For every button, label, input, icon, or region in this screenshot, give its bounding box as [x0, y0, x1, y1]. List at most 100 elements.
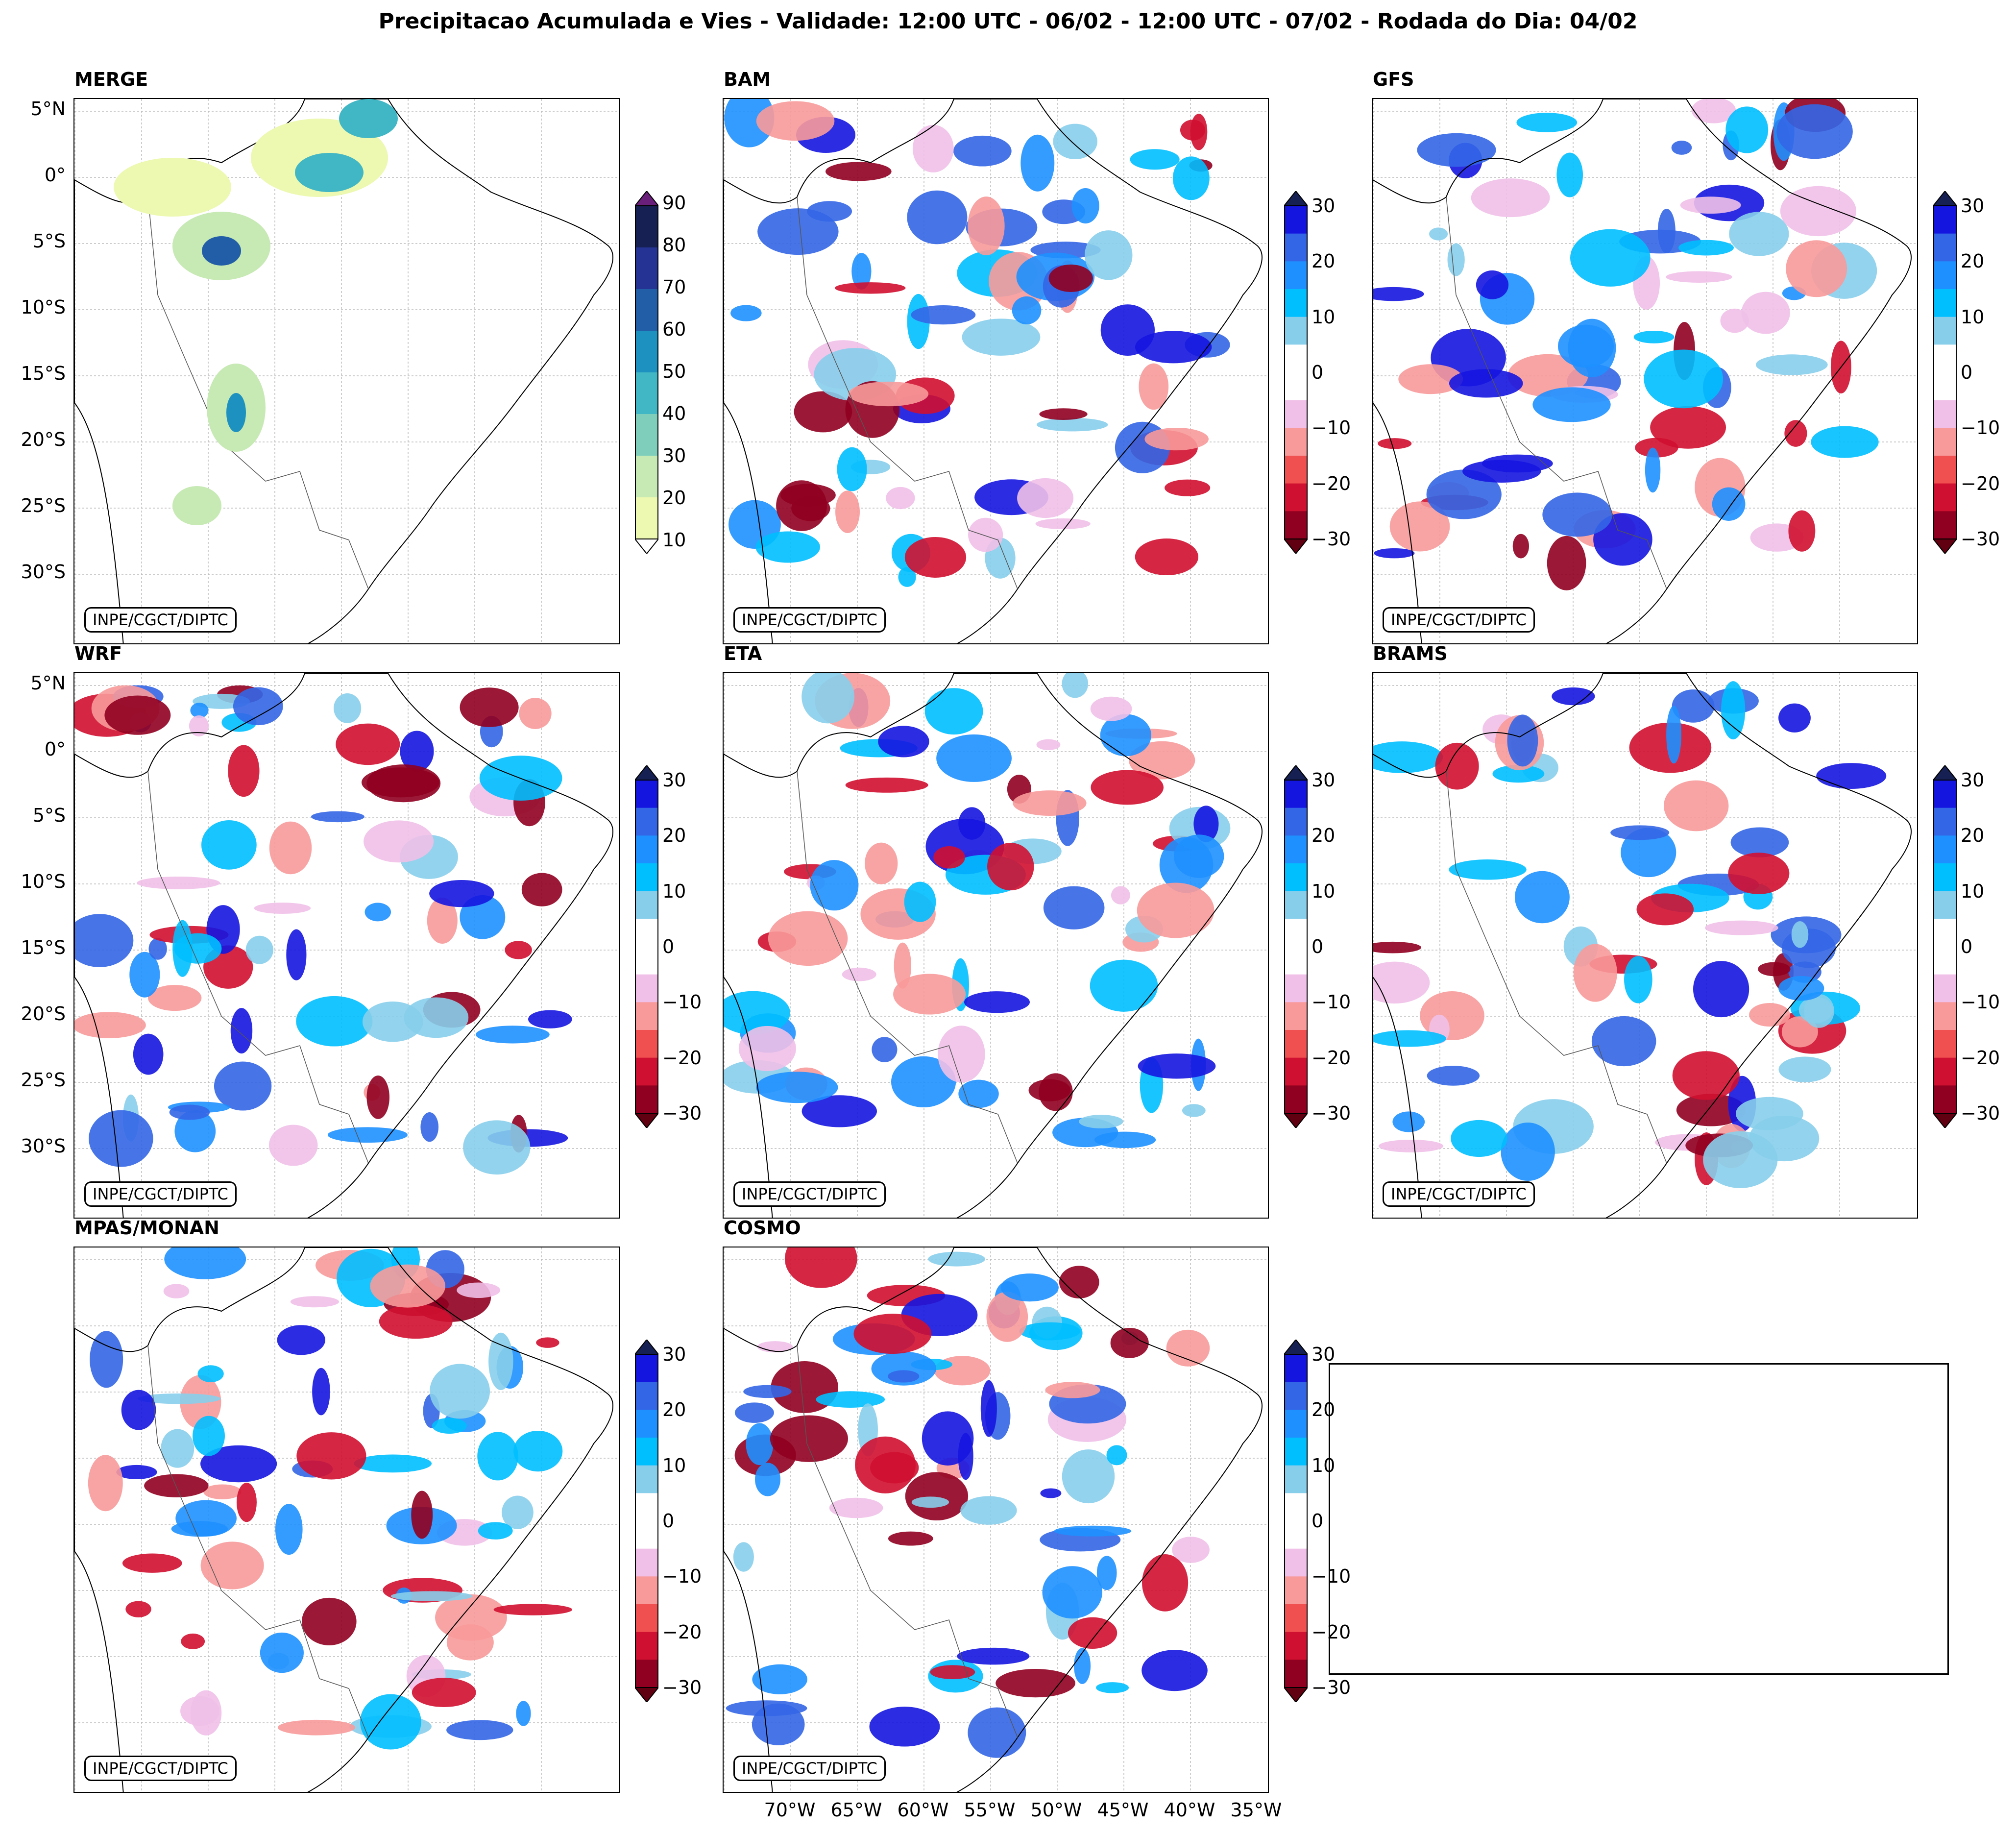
lat-label: 10°S	[21, 871, 66, 892]
colorbar-under-triangle	[1933, 1113, 1957, 1128]
lat-label: 25°S	[21, 495, 66, 516]
bias-tick: 0	[1312, 1510, 1324, 1532]
bias-tick: 30	[1961, 769, 1985, 791]
lat-label: 5°N	[30, 98, 66, 120]
panel-title-mpas-monan: MPAS/MONAN	[74, 1217, 219, 1239]
bias-tick: −30	[1312, 1677, 1351, 1698]
credit-label: INPE/CGCT/DIPTC	[84, 1756, 237, 1781]
precip-tick: 90	[662, 192, 686, 214]
colorbar-segment	[1284, 206, 1308, 234]
colorbar-segment	[635, 1493, 658, 1521]
lon-label: 45°W	[1097, 1799, 1149, 1821]
colorbar-segment	[1933, 344, 1957, 373]
bias-tick: −30	[1312, 528, 1351, 550]
colorbar-segment	[1284, 1410, 1308, 1438]
colorbar-segment	[635, 1521, 658, 1549]
colorbar-over-triangle	[1284, 191, 1308, 206]
colorbar-segment	[1284, 1465, 1308, 1493]
colorbar-bias-brams	[1933, 765, 1957, 1128]
map-wrf-canvas	[74, 673, 619, 1218]
bias-tick: −20	[662, 1047, 702, 1069]
colorbar-segment	[1284, 1521, 1308, 1549]
bias-tick: 20	[662, 825, 686, 847]
colorbar-segment	[1284, 289, 1308, 318]
colorbar-segment	[1284, 1057, 1308, 1086]
colorbar-segment	[1284, 835, 1308, 864]
colorbar-segment	[1284, 344, 1308, 373]
colorbar-bias-svg	[1933, 191, 1957, 554]
colorbar-segment	[1284, 1632, 1308, 1660]
lat-label: 0°	[44, 164, 66, 186]
colorbar-segment	[1284, 807, 1308, 836]
bias-tick: −20	[1312, 472, 1351, 494]
bias-tick: −20	[1961, 1047, 2000, 1069]
lat-label: 15°S	[21, 363, 66, 384]
colorbar-frame	[1933, 780, 1957, 1114]
colorbar-segment	[635, 206, 658, 248]
credit-label: INPE/CGCT/DIPTC	[733, 1756, 886, 1781]
colorbar-segment	[1933, 807, 1957, 836]
colorbar-segment	[635, 1410, 658, 1438]
panel-title-wrf: WRF	[74, 643, 122, 664]
empty-panel-box	[1329, 1363, 1949, 1675]
lat-label: 25°S	[21, 1069, 66, 1091]
colorbar-frame	[1933, 205, 1957, 539]
colorbar-bias-wrf	[635, 765, 658, 1128]
map-merge-canvas	[74, 99, 619, 643]
colorbar-bias-svg	[635, 765, 658, 1128]
precip-tick: 50	[662, 361, 686, 382]
lat-label: 30°S	[21, 561, 66, 583]
colorbar-bias-cosmo	[1284, 1340, 1308, 1702]
colorbar-under-triangle	[1284, 1113, 1308, 1128]
bias-tick: 10	[1961, 306, 1985, 328]
map-eta: INPE/CGCT/DIPTC	[723, 672, 1269, 1219]
colorbar-segment	[1284, 1548, 1308, 1577]
colorbar-under-triangle	[635, 538, 658, 554]
colorbar-segment	[1933, 289, 1957, 318]
colorbar-segment	[635, 1382, 658, 1410]
colorbar-segment	[1933, 1085, 1957, 1114]
colorbar-over-triangle	[1284, 765, 1308, 781]
bias-tick: −10	[1312, 417, 1351, 439]
bias-tick: 0	[1961, 362, 1973, 383]
colorbar-segment	[1933, 919, 1957, 947]
credit-label: INPE/CGCT/DIPTC	[84, 607, 237, 633]
colorbar-bias-mpas	[635, 1340, 658, 1702]
lat-label: 30°S	[21, 1135, 66, 1157]
map-merge: INPE/CGCT/DIPTC	[73, 98, 620, 644]
precip-tick: 20	[662, 487, 686, 509]
colorbar-frame	[1284, 1354, 1308, 1688]
bias-tick: −30	[1961, 1102, 2000, 1124]
colorbar-frame	[635, 205, 658, 539]
bias-tick: 10	[1312, 1454, 1336, 1476]
colorbar-segment	[635, 414, 658, 456]
colorbar-over-triangle	[635, 191, 658, 206]
credit-label: INPE/CGCT/DIPTC	[733, 607, 886, 633]
lon-label: 70°W	[764, 1799, 816, 1821]
colorbar-segment	[635, 807, 658, 836]
colorbar-segment	[1284, 456, 1308, 484]
colorbar-segment	[1284, 891, 1308, 919]
precip-tick: 70	[662, 276, 686, 298]
bias-tick: 20	[1312, 825, 1336, 847]
bias-tick: 0	[662, 1510, 675, 1532]
bias-tick: −30	[1961, 528, 2000, 550]
credit-label: INPE/CGCT/DIPTC	[1383, 607, 1535, 633]
bias-tick: 10	[1312, 306, 1336, 328]
colorbar-segment	[635, 1660, 658, 1688]
bias-tick: 0	[1312, 362, 1324, 383]
colorbar-under-triangle	[1284, 1687, 1308, 1702]
colorbar-segment	[1933, 835, 1957, 864]
colorbar-segment	[635, 331, 658, 373]
colorbar-bias-bam	[1284, 191, 1308, 554]
colorbar-bias-svg	[1933, 765, 1957, 1128]
colorbar-segment	[1284, 483, 1308, 512]
bias-tick: 20	[1961, 825, 1985, 847]
colorbar-segment	[1284, 372, 1308, 401]
panel-title-cosmo: COSMO	[724, 1217, 801, 1239]
colorbar-segment	[1933, 891, 1957, 919]
colorbar-over-triangle	[635, 765, 658, 781]
colorbar-segment	[635, 1632, 658, 1660]
bias-tick: 0	[662, 936, 675, 957]
bias-tick: −30	[1312, 1102, 1351, 1124]
